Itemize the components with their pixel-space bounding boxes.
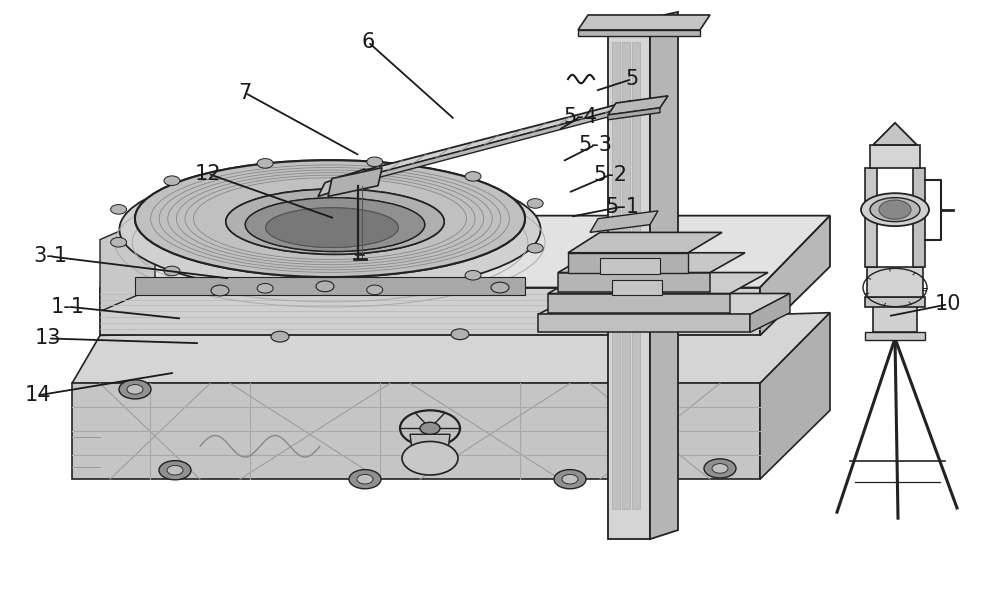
Circle shape	[349, 470, 381, 489]
Circle shape	[465, 271, 481, 280]
Polygon shape	[760, 216, 830, 335]
Polygon shape	[608, 18, 650, 539]
Polygon shape	[612, 42, 620, 509]
Text: 1-1: 1-1	[51, 297, 85, 317]
Circle shape	[119, 380, 151, 399]
Circle shape	[712, 464, 728, 473]
Circle shape	[127, 385, 143, 394]
Polygon shape	[867, 267, 923, 297]
Polygon shape	[913, 168, 925, 267]
Circle shape	[159, 461, 191, 480]
Circle shape	[527, 199, 543, 208]
Polygon shape	[538, 294, 790, 314]
Text: 12: 12	[195, 164, 221, 184]
Circle shape	[402, 441, 458, 475]
Polygon shape	[650, 12, 678, 539]
Polygon shape	[548, 294, 730, 313]
Polygon shape	[328, 168, 382, 196]
Circle shape	[167, 465, 183, 475]
Circle shape	[465, 171, 481, 181]
Polygon shape	[325, 109, 620, 192]
Circle shape	[420, 422, 440, 434]
Ellipse shape	[861, 193, 929, 226]
Circle shape	[554, 470, 586, 489]
Text: 5-1: 5-1	[605, 196, 639, 217]
Text: 7: 7	[238, 83, 252, 103]
Text: 14: 14	[25, 385, 51, 406]
Ellipse shape	[135, 160, 525, 277]
Text: 6: 6	[361, 32, 375, 52]
Circle shape	[451, 329, 469, 340]
Circle shape	[271, 331, 289, 342]
Circle shape	[211, 285, 229, 296]
FancyBboxPatch shape	[600, 258, 660, 274]
FancyBboxPatch shape	[612, 280, 662, 295]
Polygon shape	[578, 30, 700, 36]
Circle shape	[111, 237, 127, 247]
Circle shape	[367, 157, 383, 167]
Ellipse shape	[245, 198, 425, 252]
Ellipse shape	[266, 208, 398, 247]
Circle shape	[357, 474, 373, 484]
Ellipse shape	[245, 198, 425, 252]
Polygon shape	[750, 294, 790, 332]
Polygon shape	[548, 273, 768, 294]
Polygon shape	[568, 232, 722, 253]
Polygon shape	[100, 216, 155, 311]
Circle shape	[164, 176, 180, 186]
Text: 5: 5	[625, 69, 639, 89]
Text: 5-3: 5-3	[578, 135, 612, 155]
Polygon shape	[873, 305, 917, 332]
Text: 5-2: 5-2	[593, 165, 627, 185]
Polygon shape	[608, 108, 660, 120]
Ellipse shape	[266, 208, 398, 247]
Text: 3-1: 3-1	[33, 246, 67, 267]
Ellipse shape	[226, 189, 444, 255]
Circle shape	[257, 159, 273, 168]
Circle shape	[611, 277, 629, 288]
Ellipse shape	[226, 189, 444, 255]
Polygon shape	[622, 42, 630, 509]
Polygon shape	[590, 273, 678, 291]
Text: 10: 10	[935, 294, 961, 314]
Circle shape	[316, 281, 334, 292]
Polygon shape	[865, 168, 877, 267]
Ellipse shape	[870, 198, 920, 222]
Circle shape	[164, 266, 180, 276]
Text: 5-4: 5-4	[563, 107, 597, 127]
Polygon shape	[590, 211, 658, 232]
Polygon shape	[135, 277, 525, 295]
Circle shape	[367, 285, 383, 295]
Polygon shape	[100, 288, 760, 335]
Ellipse shape	[135, 160, 525, 277]
Polygon shape	[100, 216, 830, 288]
Circle shape	[562, 474, 578, 484]
Circle shape	[704, 459, 736, 478]
Polygon shape	[318, 169, 365, 196]
Circle shape	[257, 283, 273, 293]
Polygon shape	[865, 297, 925, 307]
Polygon shape	[558, 253, 745, 273]
Polygon shape	[538, 314, 750, 332]
Circle shape	[527, 243, 543, 253]
Polygon shape	[72, 313, 830, 383]
Circle shape	[879, 200, 911, 219]
Circle shape	[491, 282, 509, 293]
Circle shape	[111, 205, 127, 214]
Polygon shape	[760, 313, 830, 479]
Polygon shape	[578, 15, 710, 30]
Polygon shape	[72, 383, 760, 479]
Polygon shape	[325, 101, 632, 187]
Polygon shape	[632, 42, 640, 509]
Text: 13: 13	[35, 328, 61, 349]
Polygon shape	[608, 96, 668, 115]
Polygon shape	[558, 273, 710, 292]
Polygon shape	[865, 332, 925, 340]
Polygon shape	[870, 145, 920, 168]
Ellipse shape	[119, 167, 541, 292]
Polygon shape	[873, 123, 917, 145]
Polygon shape	[410, 434, 450, 449]
Polygon shape	[568, 253, 688, 273]
